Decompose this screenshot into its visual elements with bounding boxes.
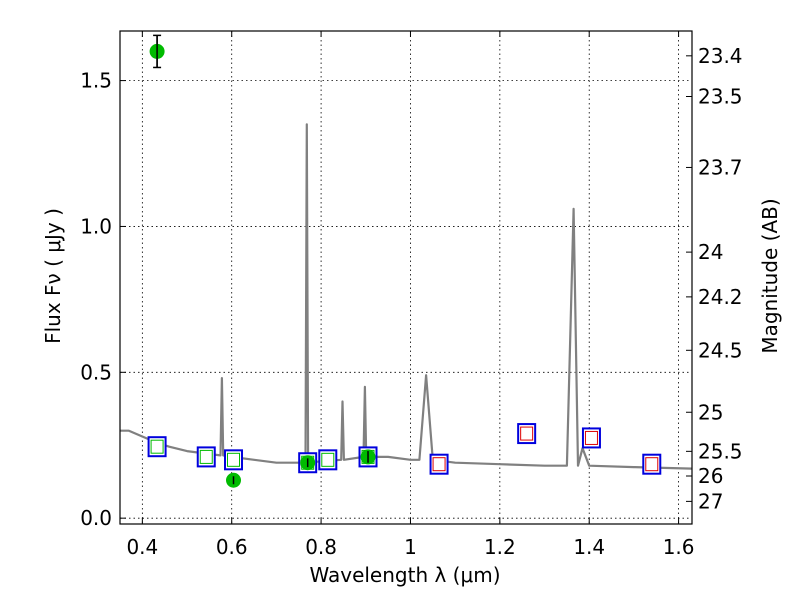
model-band-marker <box>147 436 167 458</box>
model-band-marker <box>318 449 338 471</box>
model-spectrum <box>120 123 693 470</box>
model-band-inner-square <box>584 430 598 445</box>
model-band-inner-square <box>432 457 446 472</box>
model-band-inner-square <box>520 426 534 441</box>
y-tick-label: 1.5 <box>80 69 112 93</box>
mag-tick-label: 24.5 <box>698 338 743 362</box>
mag-tick-label: 26 <box>698 464 723 488</box>
observed-point <box>300 455 316 471</box>
axis-ticks: 0.4 0.6 0.8 1 1.2 1.4 1.6 0.0 0.5 1.0 1.5 23.4 23.5 2… <box>80 31 743 559</box>
model-band-inner-square <box>645 457 659 472</box>
mag-tick-label: 27 <box>698 489 723 513</box>
y-tick-label: 0.5 <box>80 360 112 384</box>
observed-point <box>226 472 242 488</box>
model-band-square <box>517 423 537 445</box>
mag-tick-label: 23.4 <box>698 44 743 68</box>
plot-frame <box>119 30 693 525</box>
x-tick-label: 0.4 <box>126 535 158 559</box>
y-axis-title: Flux Fν ( μJy ) <box>41 208 65 344</box>
mag-tick-label: 24.2 <box>698 285 743 309</box>
y-tick-label: 1.0 <box>80 214 112 238</box>
model-band-inner-square <box>199 449 213 464</box>
mag-tick-label: 24 <box>698 240 723 264</box>
x-tick-label: 0.6 <box>216 535 248 559</box>
model-band-marker <box>224 449 244 471</box>
model-band-square <box>429 453 449 475</box>
model-band-square <box>224 449 244 471</box>
x-tick-label: 1 <box>404 535 417 559</box>
model-band-square <box>318 449 338 471</box>
model-band-marker <box>196 446 216 468</box>
observed-point <box>149 34 165 69</box>
model-band-marker <box>581 427 601 449</box>
model-band-inner-square <box>150 439 164 454</box>
model-band-inner-square <box>321 452 335 467</box>
x-tick-label: 0.8 <box>305 535 337 559</box>
x-tick-label: 1.2 <box>484 535 516 559</box>
model-band-inner-square <box>227 452 241 467</box>
x-tick-label: 1.6 <box>663 535 695 559</box>
x-axis-title: Wavelength λ (μm) <box>309 563 500 587</box>
model-band-square <box>642 453 662 475</box>
x-tick-label: 1.4 <box>573 535 605 559</box>
model-band-square <box>147 436 167 458</box>
mag-tick-label: 23.7 <box>698 155 743 179</box>
y-tick-label: 0.0 <box>80 506 112 530</box>
y2-axis-title: Magnitude (AB) <box>758 198 782 353</box>
mag-tick-label: 25 <box>698 400 723 424</box>
model-band-marker <box>642 453 662 475</box>
mag-tick-label: 25.5 <box>698 439 743 463</box>
model-band-marker <box>429 453 449 475</box>
grid <box>120 31 692 524</box>
model-band-square <box>196 446 216 468</box>
model-band-marker <box>517 423 537 445</box>
mag-tick-label: 23.5 <box>698 85 743 109</box>
observed-photometry <box>149 34 376 488</box>
model-band-square <box>581 427 601 449</box>
observed-point <box>360 449 376 465</box>
spectrum-line <box>120 123 693 470</box>
